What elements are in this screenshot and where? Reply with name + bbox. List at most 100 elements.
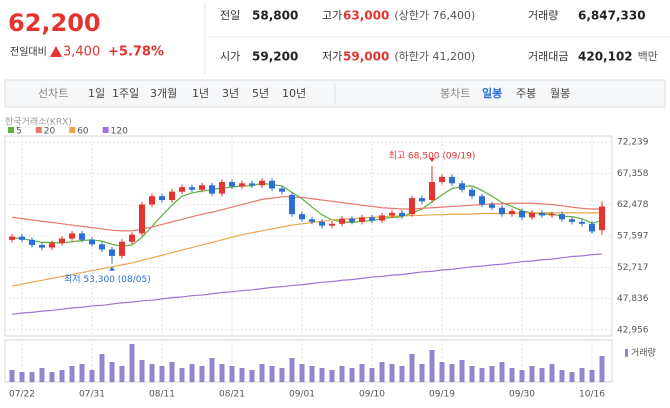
x-tick-label: 07/31 xyxy=(79,390,105,400)
x-tick-label: 09/30 xyxy=(509,390,535,400)
candle-body xyxy=(569,219,575,222)
candle-body xyxy=(519,210,525,218)
candle-body xyxy=(549,214,555,216)
candle-body xyxy=(459,183,465,190)
stat-note: (하한가 41,200) xyxy=(394,49,475,63)
stat-label: 거래대금 xyxy=(528,50,568,63)
volume-bar xyxy=(529,366,535,382)
period-button[interactable]: 3년 xyxy=(222,87,239,100)
change-label: 전일대비 xyxy=(10,46,47,58)
volume-bar xyxy=(399,366,405,382)
candle-body xyxy=(59,238,65,244)
stats-table: 전일 58,800 고가 63,000 (상한가 76,400) 거래량 6,847,330… xyxy=(220,8,658,64)
candle-body xyxy=(349,218,355,222)
candle-body xyxy=(259,180,265,186)
volume-bar xyxy=(169,362,175,382)
volume-bar xyxy=(499,362,505,382)
period-button[interactable]: 5년 xyxy=(252,87,269,100)
period-button[interactable]: 10년 xyxy=(282,87,306,100)
candle-body xyxy=(9,236,15,240)
volume-bar xyxy=(569,372,575,382)
period-button[interactable]: 월봉 xyxy=(550,87,570,100)
volume-bar xyxy=(379,362,385,382)
volume-bar xyxy=(359,364,365,382)
volume-bar xyxy=(479,368,485,382)
volume-bar xyxy=(549,364,555,382)
stat-value: 59,000 xyxy=(343,50,389,64)
candle-body xyxy=(599,206,605,231)
volume-bar xyxy=(519,370,525,382)
chart: 72,239 67,358 62,478 57,597 52,717 47,836 42,9… xyxy=(5,127,656,400)
candle-body xyxy=(499,207,505,215)
candle-body xyxy=(279,188,285,192)
stat-value: 63,000 xyxy=(343,9,389,23)
legend-swatch xyxy=(102,127,109,133)
y-tick-label: 57,597 xyxy=(617,232,649,242)
candle-body xyxy=(49,243,55,248)
candle-body xyxy=(69,233,75,239)
legend-label: 60 xyxy=(77,127,89,137)
volume-bar xyxy=(329,370,335,382)
candle-body xyxy=(529,212,535,218)
candle-body xyxy=(589,223,595,232)
candle-body xyxy=(439,176,445,183)
legend-label: 20 xyxy=(44,127,56,137)
period-button[interactable]: 1년 xyxy=(192,87,209,100)
period-button[interactable]: 일봉 xyxy=(482,86,502,100)
candle-body xyxy=(309,219,315,222)
volume-bar xyxy=(509,368,515,382)
change-rate: +5.78% xyxy=(108,45,164,60)
volume-bar xyxy=(489,366,495,382)
volume-bar xyxy=(49,372,55,382)
candle-body xyxy=(299,214,305,220)
period-button[interactable]: 1일 xyxy=(88,86,105,100)
candle-body xyxy=(99,244,105,250)
volume-bar xyxy=(579,368,585,382)
stat-note: 백만 xyxy=(638,50,658,63)
candle-body xyxy=(489,204,495,208)
period-button[interactable]: 주봉 xyxy=(516,87,536,100)
stat-label: 고가 xyxy=(322,9,342,22)
volume-bar xyxy=(369,368,375,382)
volume-bar xyxy=(469,366,475,382)
volume-bar xyxy=(279,368,285,382)
stat-value: 6,847,330 xyxy=(578,9,646,23)
candle-body xyxy=(169,191,175,201)
low-arrow xyxy=(109,266,115,271)
candle-body xyxy=(219,182,225,194)
candle-body xyxy=(179,187,185,192)
volume-bar xyxy=(389,364,395,382)
candle-body xyxy=(109,249,115,256)
legend-swatch xyxy=(625,349,628,357)
legend-swatch xyxy=(69,127,76,133)
candle-body xyxy=(119,241,125,256)
volume-bar xyxy=(259,364,265,382)
period-button[interactable]: 1주일 xyxy=(112,86,139,100)
candle-body xyxy=(449,176,455,184)
candle-body xyxy=(579,221,585,224)
volume-bar xyxy=(219,364,225,382)
low-annotation: 최저 53,300 (08/05) xyxy=(64,274,151,285)
candle-body xyxy=(229,182,235,187)
high-annotation: 최고 68,500 (09/19) xyxy=(389,151,476,162)
current-price: 62,200 xyxy=(8,9,101,37)
volume-bar xyxy=(309,366,315,382)
volume-bar xyxy=(129,344,135,382)
y-tick-label: 67,358 xyxy=(617,169,649,179)
volume-bar xyxy=(9,370,15,382)
volume-bar xyxy=(599,356,605,382)
legend-swatch xyxy=(35,127,42,133)
volume-bar xyxy=(179,368,185,382)
stat-note: (상한가 76,400) xyxy=(394,9,475,22)
stat-label: 거래량 xyxy=(528,9,558,22)
period-button[interactable]: 3개월 xyxy=(150,87,177,100)
candle-body xyxy=(189,187,195,190)
x-tick-label: 09/01 xyxy=(289,390,315,400)
volume-bar xyxy=(109,362,115,382)
source: 한국거래소(KRX) xyxy=(5,117,72,128)
candle-body xyxy=(209,185,215,194)
stat-label: 전일 xyxy=(220,8,240,22)
candle-body xyxy=(319,221,325,226)
candle-body xyxy=(559,214,565,220)
volume-bar xyxy=(39,368,45,382)
